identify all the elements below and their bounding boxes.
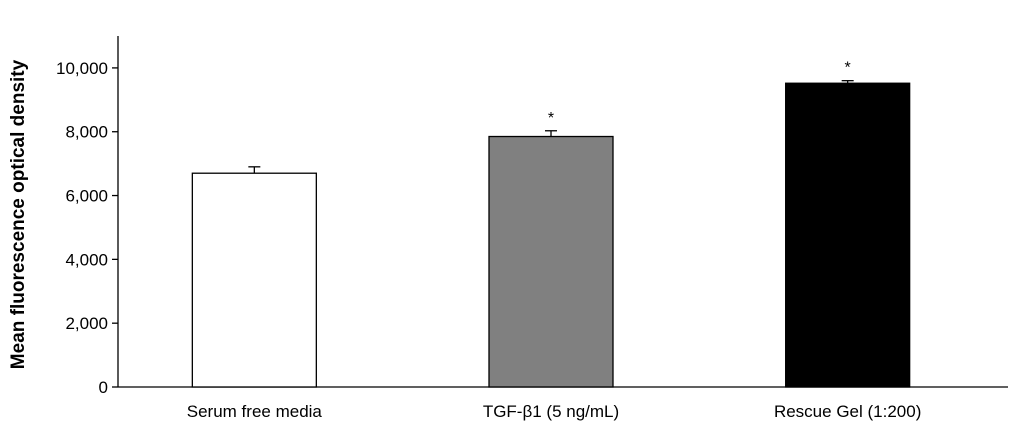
y-tick-label: 10,000 <box>56 59 108 78</box>
category-label: TGF-β1 (5 ng/mL) <box>483 402 619 421</box>
y-tick-label: 6,000 <box>65 187 108 206</box>
y-tick-label: 2,000 <box>65 314 108 333</box>
significance-marker: * <box>548 110 554 127</box>
y-tick-label: 8,000 <box>65 123 108 142</box>
y-tick-label: 0 <box>99 378 108 397</box>
significance-marker: * <box>845 60 851 77</box>
bar <box>488 135 614 388</box>
bar <box>191 172 317 388</box>
y-axis-title: Mean fluorescence optical density <box>8 59 29 369</box>
y-tick-label: 4,000 <box>65 250 108 269</box>
bar <box>785 82 911 388</box>
category-label: Serum free media <box>187 402 323 421</box>
category-label: Rescue Gel (1:200) <box>774 402 921 421</box>
